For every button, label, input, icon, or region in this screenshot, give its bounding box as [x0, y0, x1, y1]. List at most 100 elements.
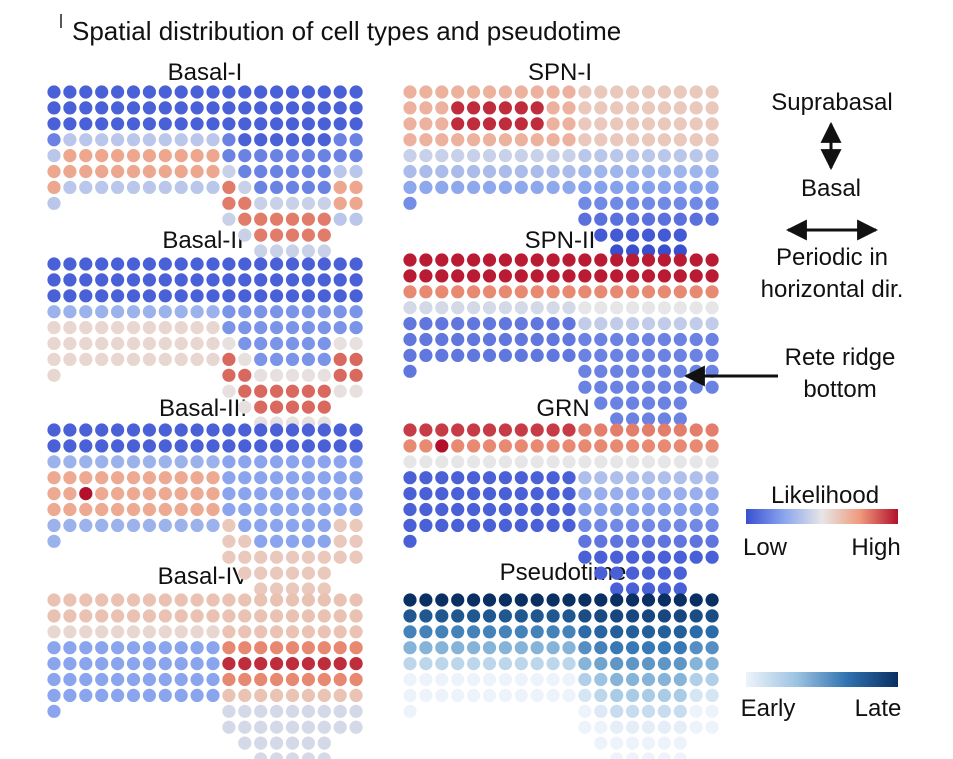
basal-3-dot: [95, 439, 109, 453]
basal-3-dot: [285, 582, 300, 596]
basal-4-dot: [126, 641, 141, 655]
basal-3-dot: [142, 423, 156, 437]
spn-1-dot: [451, 164, 465, 179]
basal-3-dot: [95, 502, 109, 517]
basal-3-dot: [285, 471, 300, 485]
pseudotime-dot: [546, 609, 560, 623]
basal-1-dot: [126, 180, 141, 194]
spn-2-dot: [673, 317, 687, 331]
grn-dot: [530, 439, 544, 453]
spn-1-dot: [578, 196, 592, 210]
spn-1-dot: [657, 133, 672, 147]
basal-1-dot: [111, 85, 125, 99]
panel-title-basal-1: Basal-I: [168, 59, 243, 86]
basal-2-dot: [126, 305, 141, 319]
basal-4-dot: [254, 720, 268, 734]
pseudotime-dot: [562, 625, 576, 639]
basal-4-dot: [63, 672, 77, 687]
spn-1-dot: [578, 149, 592, 163]
basal-3-dot: [79, 423, 93, 437]
basal-2-dot: [238, 352, 252, 366]
grn-dot: [594, 502, 608, 517]
basal-3-dot: [158, 518, 172, 533]
basal-1-dot: [63, 85, 77, 99]
spn-2-dot: [705, 269, 719, 283]
basal-4-dot: [222, 720, 236, 734]
rete-ridge-label-line1: Rete ridge: [785, 344, 896, 371]
pseudotime-dot: [641, 657, 656, 671]
basal-3-dot: [222, 471, 236, 485]
dot-grid-basal-2: [47, 257, 363, 430]
basal-4-dot: [79, 625, 93, 639]
basal-1-dot: [174, 101, 188, 115]
grn-dot: [610, 439, 624, 453]
basal-1-dot: [317, 228, 331, 242]
basal-4-dot: [95, 625, 109, 639]
basal-1-dot: [270, 212, 284, 226]
basal-1-dot: [206, 180, 220, 194]
spn-1-dot: [530, 149, 544, 163]
basal-1-dot: [111, 117, 125, 131]
basal-3-dot: [206, 439, 220, 453]
pseudotime-dot: [657, 641, 672, 655]
spn-1-dot: [514, 149, 528, 163]
grn-dot: [705, 439, 719, 453]
grn-dot: [705, 455, 719, 469]
spn-1-dot: [610, 212, 624, 226]
pseudotime-dot: [546, 672, 560, 687]
basal-2-dot: [47, 321, 61, 335]
basal-2-dot: [301, 384, 315, 398]
spn-2-dot: [673, 301, 687, 315]
grn-dot: [498, 455, 512, 469]
basal-4-dot: [285, 625, 300, 639]
basal-1-dot: [206, 117, 220, 131]
grn-dot: [610, 534, 624, 548]
spn-2-dot: [498, 301, 512, 315]
basal-4-dot: [238, 641, 252, 655]
grn-dot: [610, 550, 624, 564]
spn-2-dot: [514, 317, 528, 331]
spn-1-dot: [546, 180, 560, 194]
pseudotime-dot: [689, 672, 703, 687]
spn-2-dot: [514, 332, 528, 347]
basal-3-dot: [238, 487, 252, 501]
spn-2-dot: [641, 412, 656, 426]
basal-1-dot: [301, 149, 315, 163]
basal-1-dot: [317, 149, 331, 163]
grn-dot: [530, 423, 544, 437]
pseudotime-dot: [610, 641, 624, 655]
pseudotime-dot: [641, 609, 656, 623]
spn-2-dot: [530, 269, 544, 283]
basal-2-dot: [317, 384, 331, 398]
pseudotime-dot: [482, 688, 497, 703]
basal-1-dot: [79, 164, 93, 179]
basal-1-dot: [238, 85, 252, 99]
spn-1-dot: [673, 133, 687, 147]
spn-2-dot: [451, 301, 465, 315]
basal-3-dot: [254, 423, 268, 437]
basal-1-dot: [63, 133, 77, 147]
basal-2-dot: [301, 400, 315, 414]
spn-1-dot: [546, 101, 560, 115]
basal-3-dot: [111, 423, 125, 437]
pseudotime-dot: [514, 672, 528, 687]
basal-1-dot: [47, 196, 61, 210]
basal-2-dot: [190, 352, 204, 366]
basal-4-dot: [301, 704, 315, 718]
basal-4-dot: [254, 593, 268, 607]
basal-1-dot: [95, 149, 109, 163]
grn-dot: [403, 502, 417, 517]
spn-1-dot: [498, 117, 512, 131]
pseudotime-dot: [610, 704, 624, 718]
basal-2-dot: [190, 321, 204, 335]
grn-dot: [403, 455, 417, 469]
pseudotime-dot: [546, 688, 560, 703]
pseudotime-dot: [482, 625, 497, 639]
basal-1-dot: [238, 149, 252, 163]
grn-dot: [689, 471, 703, 485]
spn-2-dot: [498, 269, 512, 283]
basal-4-dot: [126, 657, 141, 671]
grn-dot: [435, 518, 449, 533]
pseudotime-dot: [673, 609, 687, 623]
spn-2-dot: [435, 285, 449, 299]
